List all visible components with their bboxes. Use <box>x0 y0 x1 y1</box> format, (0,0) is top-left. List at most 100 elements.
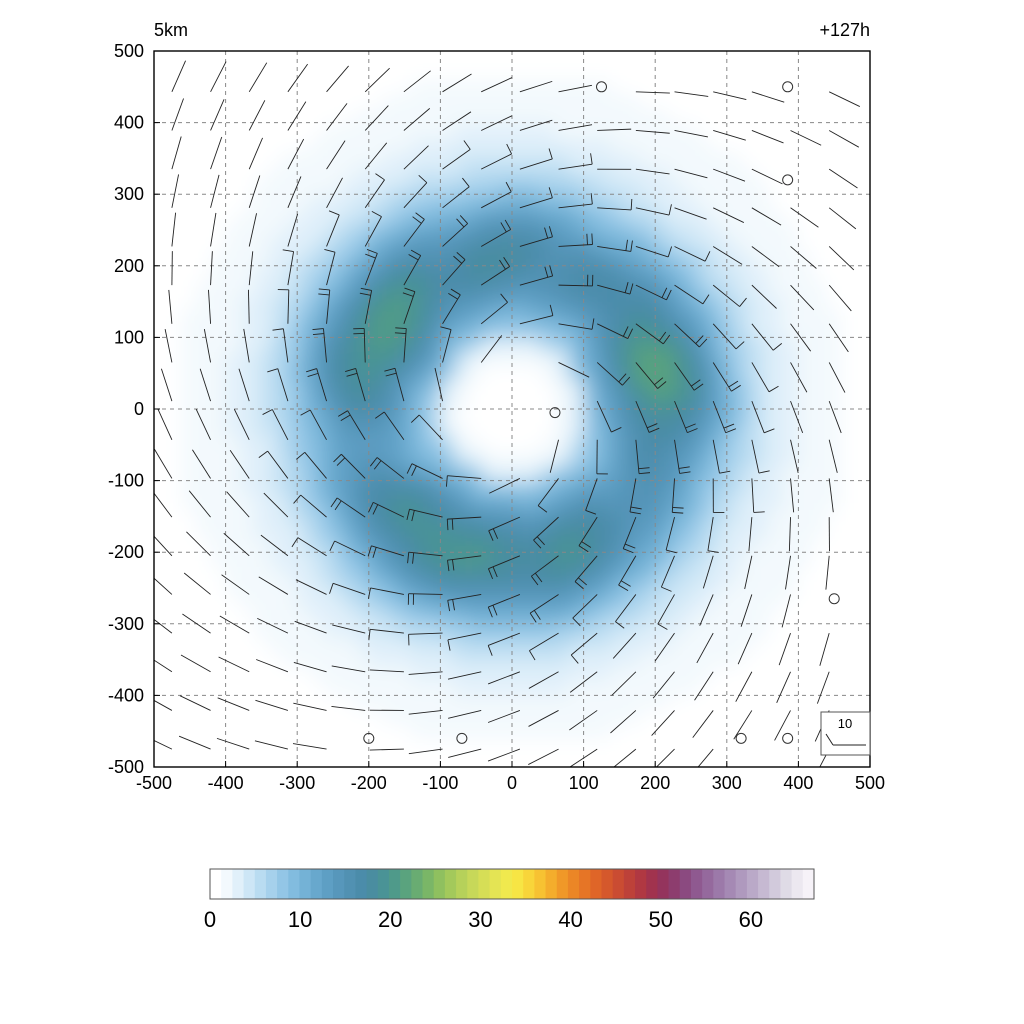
field-cell <box>640 379 656 396</box>
field-cell <box>597 508 613 525</box>
wind-barb <box>597 284 631 295</box>
wind-barb <box>828 246 855 271</box>
field-cell <box>611 193 628 210</box>
field-cell <box>154 236 169 252</box>
field-cell <box>711 93 728 109</box>
field-cell <box>382 723 398 739</box>
field-cell <box>626 351 642 367</box>
field-cell <box>368 480 384 496</box>
field-cell <box>726 379 742 396</box>
field-cell <box>210 222 227 238</box>
field-cell <box>769 566 785 582</box>
field-cell <box>482 193 499 210</box>
wind-barb-flag <box>395 327 407 329</box>
wind-barb <box>287 289 290 324</box>
wind-barb <box>409 508 443 518</box>
field-cell <box>396 752 413 767</box>
wind-barb-flag <box>312 328 324 331</box>
field-cell <box>296 279 313 295</box>
field-cell <box>554 709 570 725</box>
field-cell <box>769 150 785 167</box>
field-cell <box>840 752 857 767</box>
wind-barb <box>635 323 664 345</box>
field-cell <box>182 437 198 453</box>
field-cell <box>196 79 212 95</box>
field-cell <box>855 580 870 596</box>
field-cell <box>339 465 355 482</box>
field-cell <box>268 437 284 453</box>
field-cell <box>826 422 842 439</box>
field-cell <box>769 265 785 281</box>
field-cell <box>253 508 270 525</box>
field-cell <box>611 165 628 181</box>
field-cell <box>611 709 628 725</box>
wind-barb <box>326 140 346 170</box>
field-cell <box>826 523 842 539</box>
field-cell <box>196 150 212 167</box>
field-cell <box>669 437 685 453</box>
field-cell <box>239 250 255 267</box>
wind-barb <box>403 219 425 247</box>
field-cell <box>296 465 313 482</box>
field-cell <box>239 265 255 281</box>
field-cell <box>325 308 341 324</box>
field-cell <box>683 64 699 81</box>
field-cell <box>525 64 542 81</box>
field-cell <box>554 480 570 496</box>
field-cell <box>196 651 212 668</box>
field-cell <box>540 566 556 582</box>
field-cell <box>769 480 785 496</box>
field-cell <box>339 336 355 353</box>
field-cell <box>611 551 628 568</box>
wind-barb <box>341 453 366 479</box>
field-cell <box>554 179 570 195</box>
field-cell <box>597 580 613 596</box>
field-cell <box>511 480 527 496</box>
field-cell <box>210 680 227 696</box>
field-cell <box>239 537 255 553</box>
field-cell <box>411 51 427 66</box>
wind-barb-flag <box>504 219 512 230</box>
field-cell <box>439 250 456 267</box>
field-cell <box>511 107 527 124</box>
wind-barb-flag <box>385 372 397 377</box>
field-cell <box>253 723 270 739</box>
wind-barb <box>751 362 770 393</box>
field-cell <box>740 351 756 367</box>
wind-barb <box>223 532 250 557</box>
field-cell <box>239 651 255 668</box>
field-cell <box>754 222 771 238</box>
field-cell <box>154 79 169 95</box>
field-cell <box>640 136 656 152</box>
wind-barb-flag <box>410 414 420 423</box>
field-cell <box>311 566 327 582</box>
wind-barb <box>487 671 521 685</box>
wind-barb <box>751 246 780 268</box>
field-cell <box>282 422 298 439</box>
field-cell <box>525 136 542 152</box>
field-cell <box>382 666 398 682</box>
field-cell <box>353 594 370 610</box>
field-cell <box>167 694 184 711</box>
field-cell <box>525 723 542 739</box>
field-cell <box>396 451 413 467</box>
field-cell <box>826 322 842 338</box>
field-cell <box>511 165 527 181</box>
field-cell <box>439 150 456 167</box>
field-cell <box>754 566 771 582</box>
field-cell <box>754 236 771 252</box>
field-cell <box>268 523 284 539</box>
field-cell <box>597 322 613 338</box>
field-cell <box>296 623 313 639</box>
field-cell <box>339 594 355 610</box>
wind-barb-flag <box>375 173 385 181</box>
field-cell <box>154 637 169 653</box>
field-cell <box>611 79 628 95</box>
field-cell <box>425 64 441 81</box>
field-cell <box>611 437 628 453</box>
field-cell <box>482 494 499 510</box>
field-cell <box>583 752 599 767</box>
field-cell <box>497 279 513 295</box>
field-cell <box>511 465 527 482</box>
field-cell <box>840 179 857 195</box>
